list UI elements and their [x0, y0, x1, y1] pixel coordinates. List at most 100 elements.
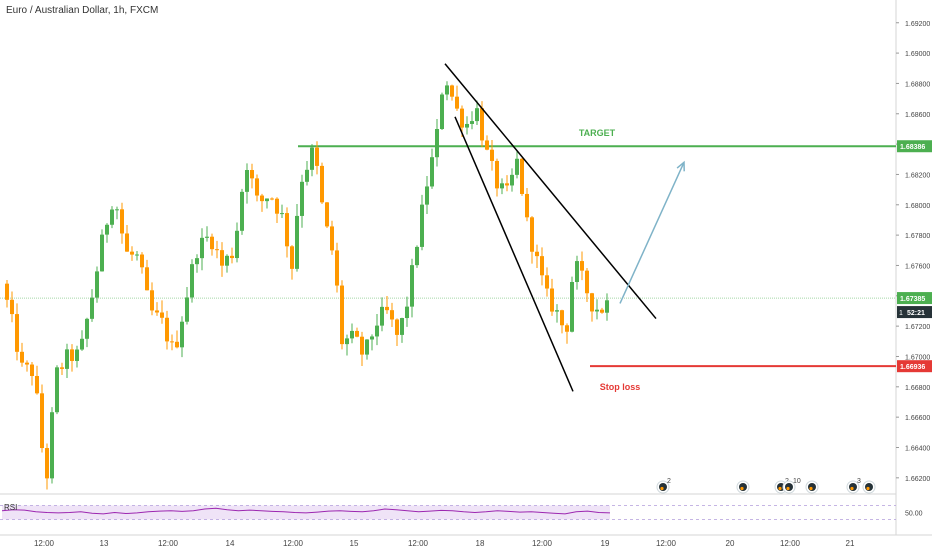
candle — [590, 292, 594, 322]
event-flag-icon — [865, 483, 873, 491]
candle — [105, 223, 109, 243]
candle-body — [260, 195, 264, 202]
y-tick-label: 1.68800 — [905, 81, 930, 88]
y-tick-label: 1.68200 — [905, 172, 930, 179]
candle-body — [280, 213, 284, 215]
event-count: 10 — [793, 478, 801, 485]
candle-body — [415, 246, 419, 266]
candle — [330, 220, 334, 255]
x-tick-label: 12:00 — [656, 539, 677, 548]
candle-body — [400, 318, 404, 335]
candle — [155, 302, 159, 316]
candle-body — [385, 306, 389, 311]
candle — [145, 259, 149, 291]
y-tick-label: 1.67600 — [905, 263, 930, 270]
stop-price-tag-bg — [897, 360, 932, 373]
y-tick-label: 1.66200 — [905, 476, 930, 483]
candle-body — [515, 158, 519, 175]
candle — [415, 245, 419, 268]
candle-body — [330, 226, 334, 251]
candle — [335, 242, 339, 293]
candle — [75, 345, 79, 368]
candle-body — [15, 314, 19, 352]
candle-body — [175, 341, 179, 348]
candle — [250, 163, 254, 189]
event-marker[interactable] — [805, 480, 819, 494]
candle-body — [340, 285, 344, 345]
candle-body — [445, 85, 449, 95]
event-marker[interactable]: 3 — [846, 478, 861, 494]
candle — [120, 202, 124, 244]
candle-body — [35, 375, 39, 394]
candle — [395, 318, 399, 346]
candle-body — [100, 234, 104, 272]
candle — [540, 247, 544, 286]
candle-body — [440, 94, 444, 130]
projection-arrow-line — [619, 162, 685, 304]
candle-body — [320, 165, 324, 203]
candle — [5, 279, 9, 308]
candle — [290, 245, 294, 280]
candle — [240, 188, 244, 235]
candle — [600, 307, 604, 314]
candle — [205, 226, 209, 242]
candle-body — [370, 336, 374, 340]
candle-body — [460, 108, 464, 128]
candle — [450, 84, 454, 101]
candle-body — [530, 217, 534, 252]
candle-body — [45, 448, 49, 479]
rsi-line — [1, 507, 611, 515]
candle — [80, 330, 84, 351]
candle-body — [140, 254, 144, 268]
candle — [60, 362, 64, 376]
candle — [130, 246, 134, 261]
candle-body — [205, 236, 209, 238]
candle — [385, 296, 389, 314]
candle — [550, 278, 554, 316]
candle-body — [245, 170, 249, 192]
event-flag-dot — [778, 486, 782, 491]
event-flag-dot — [740, 486, 744, 491]
candle — [200, 228, 204, 271]
rsi-label: RSI — [4, 503, 18, 512]
event-flag-dot — [786, 486, 790, 491]
candle — [575, 255, 579, 290]
candle — [140, 252, 144, 274]
x-tick-label: 15 — [350, 539, 359, 548]
candle-body — [560, 310, 564, 326]
target-price-tag: 1.68386 — [900, 144, 925, 151]
event-marker[interactable]: 2 — [656, 478, 671, 494]
candle-body — [525, 193, 529, 218]
candle-body — [485, 140, 489, 150]
countdown-timer: 52:21 — [907, 310, 925, 317]
candle-body — [190, 264, 194, 298]
candle-body — [420, 204, 424, 247]
event-marker[interactable] — [862, 480, 876, 494]
candle — [275, 197, 279, 224]
y-tick-label: 1.69200 — [905, 21, 930, 28]
candle-body — [590, 293, 594, 312]
event-marker[interactable] — [736, 480, 750, 494]
candle-body — [90, 297, 94, 319]
candle-body — [465, 123, 469, 128]
candle — [475, 100, 479, 125]
candle — [340, 280, 344, 350]
candle-body — [345, 338, 349, 345]
event-marker[interactable]: 10 — [782, 478, 801, 494]
candle-body — [390, 310, 394, 320]
candle — [355, 327, 359, 338]
candle-body — [105, 224, 109, 235]
candle — [585, 267, 589, 303]
rsi-tick-label: 50.00 — [905, 511, 923, 518]
candle-body — [360, 336, 364, 355]
candle-body — [115, 209, 119, 211]
x-tick-label: 14 — [226, 539, 235, 548]
candle-body — [350, 330, 354, 339]
candle-body — [500, 183, 504, 189]
candle-body — [185, 297, 189, 322]
candle — [50, 407, 54, 484]
candle-body — [270, 198, 274, 200]
candle-body — [130, 251, 134, 255]
candle-body — [240, 191, 244, 231]
